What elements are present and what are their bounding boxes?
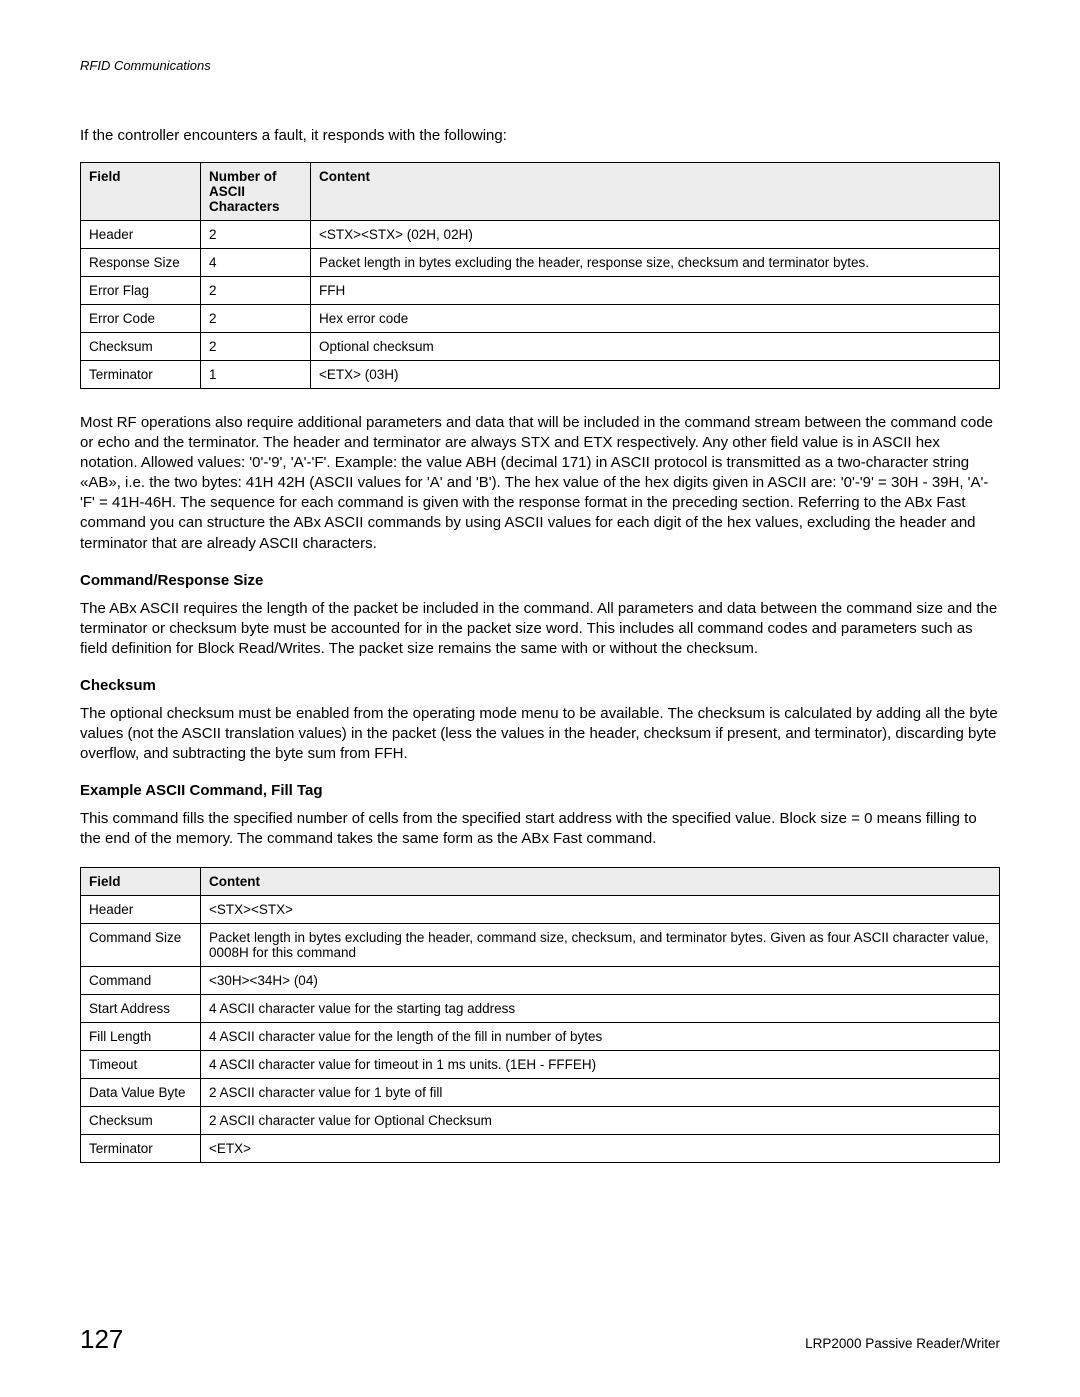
cell: Checksum [81, 1107, 201, 1135]
cell: Start Address [81, 995, 201, 1023]
cell: <ETX> (03H) [311, 361, 1000, 389]
footer-doc-title: LRP2000 Passive Reader/Writer [805, 1336, 1000, 1351]
cell: Response Size [81, 249, 201, 277]
table-row: Response Size4Packet length in bytes exc… [81, 249, 1000, 277]
table-row: Error Code2Hex error code [81, 305, 1000, 333]
cell: Checksum [81, 333, 201, 361]
cell: Packet length in bytes excluding the hea… [201, 924, 1000, 967]
cell: 2 [201, 221, 311, 249]
cell: Data Value Byte [81, 1079, 201, 1107]
cell: Fill Length [81, 1023, 201, 1051]
table-header-row: Field Number of ASCII Characters Content [81, 163, 1000, 221]
cell: 4 ASCII character value for timeout in 1… [201, 1051, 1000, 1079]
cell: Error Flag [81, 277, 201, 305]
table-row: Start Address4 ASCII character value for… [81, 995, 1000, 1023]
cell: 1 [201, 361, 311, 389]
fault-response-table: Field Number of ASCII Characters Content… [80, 162, 1000, 389]
page: RFID Communications If the controller en… [0, 0, 1080, 1397]
table-header-row: Field Content [81, 868, 1000, 896]
running-head: RFID Communications [80, 58, 1000, 73]
cell: Header [81, 896, 201, 924]
cell: 2 [201, 305, 311, 333]
table-row: Data Value Byte2 ASCII character value f… [81, 1079, 1000, 1107]
table-row: Fill Length4 ASCII character value for t… [81, 1023, 1000, 1051]
cell: 4 ASCII character value for the length o… [201, 1023, 1000, 1051]
table-row: Header2<STX><STX> (02H, 02H) [81, 221, 1000, 249]
fill-tag-table: Field Content Header<STX><STX> Command S… [80, 867, 1000, 1163]
cell: 2 ASCII character value for 1 byte of fi… [201, 1079, 1000, 1107]
cell: Command Size [81, 924, 201, 967]
table-row: Terminator<ETX> [81, 1135, 1000, 1163]
cell: 2 [201, 277, 311, 305]
table-row: Timeout4 ASCII character value for timeo… [81, 1051, 1000, 1079]
cell: 4 ASCII character value for the starting… [201, 995, 1000, 1023]
header-num-chars: Number of ASCII Characters [201, 163, 311, 221]
cell: FFH [311, 277, 1000, 305]
cell: Hex error code [311, 305, 1000, 333]
header-field: Field [81, 163, 201, 221]
table-row: Checksum2Optional checksum [81, 333, 1000, 361]
cell: Timeout [81, 1051, 201, 1079]
cell: Terminator [81, 1135, 201, 1163]
paragraph-checksum: The optional checksum must be enabled fr… [80, 704, 1000, 764]
table-row: Terminator1<ETX> (03H) [81, 361, 1000, 389]
cell: Header [81, 221, 201, 249]
cell: <STX><STX> [201, 896, 1000, 924]
paragraph-rf-ops: Most RF operations also require addition… [80, 413, 1000, 554]
subhead-example: Example ASCII Command, Fill Tag [80, 782, 1000, 799]
paragraph-example: This command fills the specified number … [80, 809, 1000, 849]
table-row: Header<STX><STX> [81, 896, 1000, 924]
cell: <ETX> [201, 1135, 1000, 1163]
cell: <30H><34H> (04) [201, 967, 1000, 995]
subhead-cmd-size: Command/Response Size [80, 572, 1000, 589]
cell: Error Code [81, 305, 201, 333]
cell: Command [81, 967, 201, 995]
cell: 4 [201, 249, 311, 277]
paragraph-cmd-size: The ABx ASCII requires the length of the… [80, 599, 1000, 659]
cell: Terminator [81, 361, 201, 389]
table-row: Checksum2 ASCII character value for Opti… [81, 1107, 1000, 1135]
subhead-checksum: Checksum [80, 677, 1000, 694]
table-row: Command SizePacket length in bytes exclu… [81, 924, 1000, 967]
header-content: Content [311, 163, 1000, 221]
cell: 2 [201, 333, 311, 361]
page-footer: 127 LRP2000 Passive Reader/Writer [80, 1324, 1000, 1355]
cell: <STX><STX> (02H, 02H) [311, 221, 1000, 249]
cell: Packet length in bytes excluding the hea… [311, 249, 1000, 277]
header-content: Content [201, 868, 1000, 896]
table-row: Command<30H><34H> (04) [81, 967, 1000, 995]
cell: 2 ASCII character value for Optional Che… [201, 1107, 1000, 1135]
header-field: Field [81, 868, 201, 896]
cell: Optional checksum [311, 333, 1000, 361]
intro-text: If the controller encounters a fault, it… [80, 127, 1000, 144]
table-row: Error Flag2FFH [81, 277, 1000, 305]
page-number: 127 [80, 1324, 123, 1355]
